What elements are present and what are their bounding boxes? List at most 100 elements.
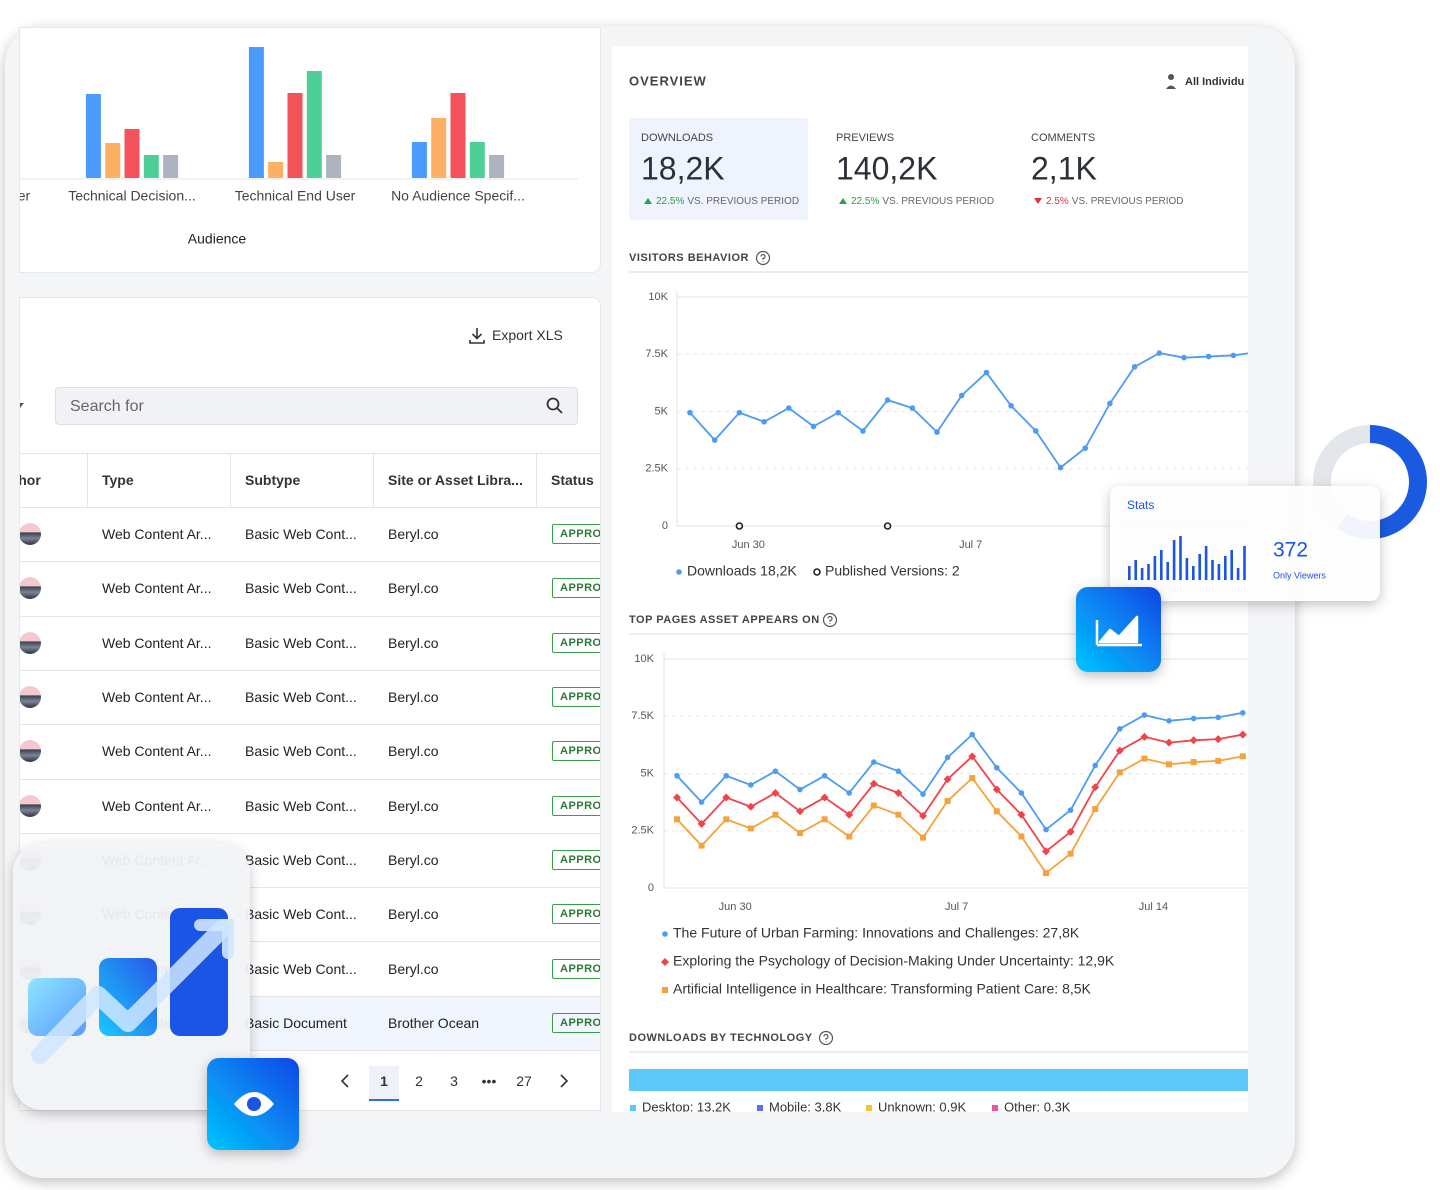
avatar	[20, 523, 41, 546]
point	[846, 833, 853, 840]
column-divider	[87, 453, 88, 507]
kpi-label: PREVIEWS	[836, 132, 894, 144]
dropdown-caret	[20, 403, 24, 408]
status-badge: APPRO	[552, 795, 600, 816]
search-box[interactable]: Search for	[55, 387, 578, 425]
prev-arrow[interactable]	[339, 1073, 351, 1089]
section-title: TOP PAGES ASSET APPEARS ON	[629, 614, 820, 626]
next-arrow[interactable]	[558, 1073, 570, 1089]
point	[958, 392, 965, 399]
legend-label: Desktop: 13,2K	[642, 1099, 731, 1112]
point	[1017, 810, 1026, 819]
table-row	[20, 507, 600, 563]
status-cell: APPRO	[552, 779, 600, 833]
bar	[326, 155, 342, 178]
trend-arrow	[839, 198, 847, 204]
table-cell: Beryl.co	[388, 851, 439, 868]
table-cell: Beryl.co	[388, 526, 439, 543]
page-link[interactable]: 2	[415, 1073, 423, 1089]
point	[674, 772, 680, 779]
y-tick-label: 0	[648, 882, 654, 894]
y-tick-label: 2.5K	[645, 463, 668, 475]
status-badge: APPRO	[552, 524, 600, 545]
donut-track	[1313, 425, 1427, 539]
point	[711, 437, 718, 443]
point	[919, 811, 927, 820]
table-row	[20, 778, 600, 834]
donut-arc	[1313, 425, 1427, 539]
point	[1141, 712, 1148, 718]
point	[934, 429, 940, 435]
point	[748, 782, 754, 788]
point	[1042, 847, 1050, 856]
status-cell: APPRO	[552, 996, 600, 1050]
status-cell: APPRO	[552, 724, 600, 778]
legend-label: Published Versions: 2	[825, 563, 960, 579]
point	[920, 834, 926, 841]
point	[920, 791, 926, 797]
point	[1057, 464, 1064, 471]
legend-marker	[662, 987, 668, 993]
legend-marker	[757, 1105, 763, 1111]
filter-label: All Individu	[1185, 76, 1244, 88]
column-header: Subtype	[245, 472, 301, 488]
point	[871, 759, 877, 765]
bar	[489, 155, 505, 178]
legend-label: Artificial Intelligence in Healthcare: T…	[673, 981, 1092, 997]
y-tick-label: 0	[662, 520, 668, 532]
avatar	[20, 740, 41, 763]
status-cell: APPRO	[552, 887, 600, 941]
kpi-value: 18,2K	[641, 150, 725, 186]
bar	[306, 71, 322, 178]
page-link[interactable]: 27	[516, 1073, 532, 1089]
point	[1018, 833, 1025, 840]
status-badge: APPRO	[552, 1012, 600, 1033]
page-link[interactable]: 3	[450, 1073, 458, 1089]
point	[944, 797, 951, 804]
point	[1189, 736, 1198, 745]
page-link[interactable]: 1	[369, 1066, 399, 1101]
table-cell: Basic Document	[245, 1014, 347, 1031]
point	[687, 409, 693, 416]
audience-card: er Technical Decision... Technical End Use…	[20, 28, 600, 272]
point	[869, 779, 878, 788]
series-line	[676, 755, 1243, 875]
point	[746, 802, 755, 811]
status-badge: APPRO	[552, 687, 600, 708]
point	[1091, 783, 1100, 792]
table-row	[20, 561, 600, 617]
table-cell: Beryl.co	[388, 580, 439, 597]
y-tick-label: 2.5K	[631, 825, 654, 837]
point	[736, 409, 743, 416]
status-cell: APPRO	[552, 616, 600, 670]
point	[1117, 726, 1123, 732]
point	[1082, 445, 1088, 451]
point	[1238, 730, 1247, 739]
point	[772, 811, 779, 818]
point	[1092, 762, 1098, 769]
point	[772, 768, 779, 775]
status-cell: APPRO	[552, 507, 600, 561]
point	[943, 775, 952, 784]
bar	[85, 94, 101, 178]
point	[1066, 827, 1075, 836]
point	[1115, 746, 1124, 755]
point	[820, 793, 829, 802]
export-button[interactable]: Export XLS	[492, 327, 563, 343]
change-note: VS. PREVIOUS PERIOD	[687, 196, 799, 207]
table-bottom	[20, 1050, 600, 1051]
help-icon	[755, 250, 771, 266]
legend-label: Downloads 18,2K	[687, 563, 797, 579]
table-cell: Basic Web Cont...	[245, 797, 357, 814]
point	[992, 785, 1001, 794]
table-cell: Basic Web Cont...	[245, 743, 357, 760]
point	[845, 810, 854, 819]
table-cell: Web Content Ar...	[102, 906, 212, 923]
point	[697, 819, 706, 828]
page-link[interactable]: •••	[481, 1073, 497, 1089]
table-cell: Beryl.co	[388, 797, 439, 814]
status-cell: APPRO	[552, 941, 600, 995]
kpi-change: 22.5% VS. PREVIOUS PERIOD	[656, 196, 799, 207]
point	[723, 772, 729, 779]
